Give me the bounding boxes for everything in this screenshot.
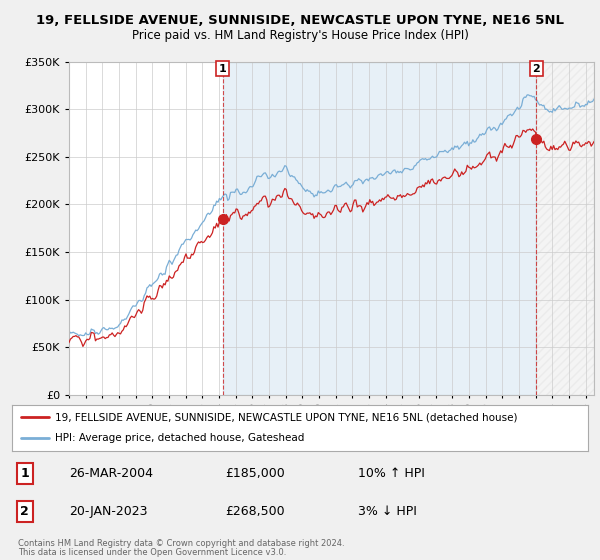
Text: 3% ↓ HPI: 3% ↓ HPI bbox=[358, 505, 416, 518]
Text: 1: 1 bbox=[20, 467, 29, 480]
Text: This data is licensed under the Open Government Licence v3.0.: This data is licensed under the Open Gov… bbox=[18, 548, 286, 557]
Text: HPI: Average price, detached house, Gateshead: HPI: Average price, detached house, Gate… bbox=[55, 433, 305, 444]
Text: 19, FELLSIDE AVENUE, SUNNISIDE, NEWCASTLE UPON TYNE, NE16 5NL (detached house): 19, FELLSIDE AVENUE, SUNNISIDE, NEWCASTL… bbox=[55, 412, 518, 422]
Text: 10% ↑ HPI: 10% ↑ HPI bbox=[358, 467, 424, 480]
Text: Price paid vs. HM Land Registry's House Price Index (HPI): Price paid vs. HM Land Registry's House … bbox=[131, 29, 469, 42]
Bar bbox=[536, 62, 594, 395]
Text: £268,500: £268,500 bbox=[225, 505, 285, 518]
Text: 1: 1 bbox=[219, 63, 227, 73]
Text: 26-MAR-2004: 26-MAR-2004 bbox=[70, 467, 154, 480]
Text: 2: 2 bbox=[533, 63, 541, 73]
Text: 2: 2 bbox=[20, 505, 29, 518]
Text: Contains HM Land Registry data © Crown copyright and database right 2024.: Contains HM Land Registry data © Crown c… bbox=[18, 539, 344, 548]
Text: 19, FELLSIDE AVENUE, SUNNISIDE, NEWCASTLE UPON TYNE, NE16 5NL: 19, FELLSIDE AVENUE, SUNNISIDE, NEWCASTL… bbox=[36, 14, 564, 27]
Text: 20-JAN-2023: 20-JAN-2023 bbox=[70, 505, 148, 518]
Text: £185,000: £185,000 bbox=[225, 467, 285, 480]
Bar bbox=[223, 62, 536, 395]
